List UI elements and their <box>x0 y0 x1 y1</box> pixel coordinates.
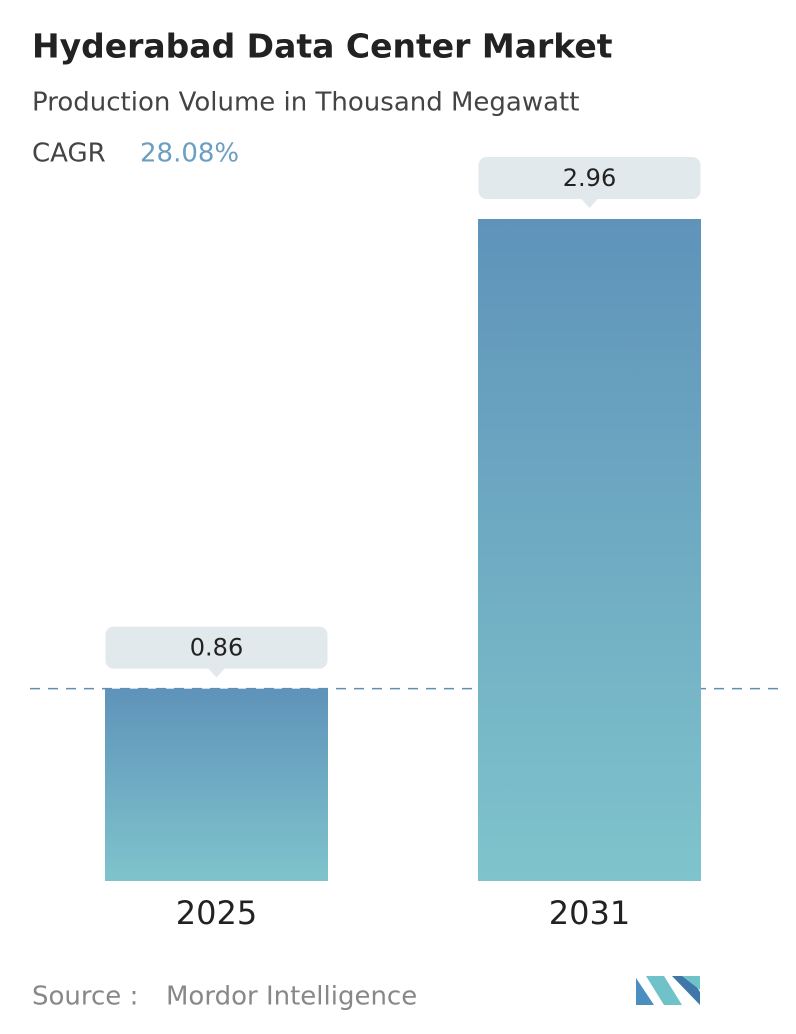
callout-pointer <box>580 198 599 208</box>
x-tick-label: 2025 <box>176 894 257 932</box>
value-label: 0.86 <box>190 634 243 662</box>
callout-pointer <box>207 667 226 678</box>
logo <box>636 976 700 1005</box>
bar <box>105 688 328 881</box>
value-callout <box>478 157 701 199</box>
value-label: 2.96 <box>563 164 616 192</box>
cagr-label: CAGR <box>32 139 106 169</box>
source-name: Mordor Intelligence <box>166 982 417 1012</box>
chart-title: Hyderabad Data Center Market <box>32 27 613 66</box>
x-tick-label: 2031 <box>549 894 630 932</box>
cagr-value: 28.08% <box>140 139 239 169</box>
source-label: Source : <box>32 982 138 1012</box>
value-callout <box>105 626 328 669</box>
chart-subtitle: Production Volume in Thousand Megawatt <box>32 88 579 118</box>
bar <box>478 219 701 881</box>
